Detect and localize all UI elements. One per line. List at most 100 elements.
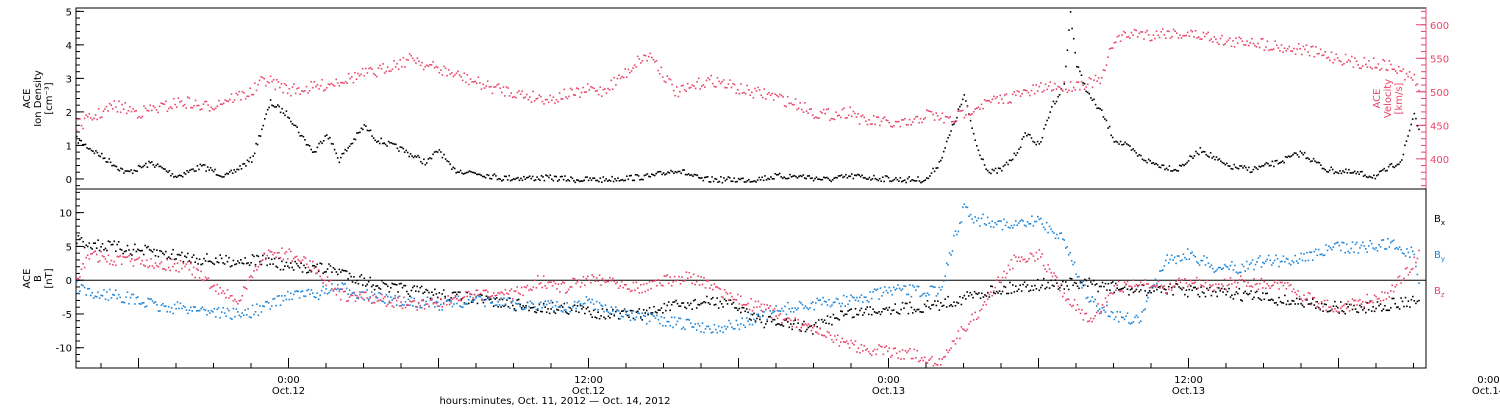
by-point xyxy=(841,302,843,305)
velocity-point xyxy=(302,90,305,93)
velocity-point xyxy=(1307,51,1309,53)
bx-point xyxy=(787,321,789,323)
velocity-point xyxy=(1404,78,1406,81)
velocity-point xyxy=(815,116,817,118)
density-point xyxy=(986,169,989,172)
by-point xyxy=(1081,287,1083,289)
bz-point xyxy=(1316,305,1318,308)
bz-point xyxy=(744,304,746,306)
by-point xyxy=(915,289,917,291)
velocity-point xyxy=(705,79,708,82)
velocity-point xyxy=(586,83,589,85)
bz-point xyxy=(604,281,607,284)
bz-point xyxy=(1156,284,1158,287)
bz-point xyxy=(1315,300,1317,303)
by-point xyxy=(338,288,341,291)
by-point xyxy=(551,306,554,309)
bz-point xyxy=(935,363,938,366)
density-point xyxy=(1096,107,1098,110)
velocity-point xyxy=(633,64,636,66)
density-point xyxy=(230,169,232,172)
velocity-point xyxy=(918,121,920,124)
velocity-point xyxy=(311,86,314,89)
bx-point xyxy=(1148,290,1151,292)
by-point xyxy=(904,285,907,288)
velocity-point xyxy=(724,86,726,89)
by-point xyxy=(481,298,483,300)
bx-point xyxy=(875,311,877,314)
velocity-point xyxy=(152,105,155,107)
velocity-point xyxy=(230,93,233,95)
bx-point xyxy=(494,298,496,300)
density-point xyxy=(1293,152,1296,154)
density-point xyxy=(362,128,364,131)
velocity-point xyxy=(761,96,764,99)
velocity-point xyxy=(160,102,162,104)
by-point xyxy=(328,291,330,294)
density-point xyxy=(1221,161,1224,164)
by-point xyxy=(1138,321,1141,324)
velocity-point xyxy=(616,77,619,80)
density-point xyxy=(268,106,270,109)
bx-point xyxy=(1388,309,1391,312)
velocity-point xyxy=(691,84,694,86)
density-point xyxy=(392,142,394,145)
density-point xyxy=(227,173,230,175)
velocity-point xyxy=(985,100,987,102)
velocity-point xyxy=(702,84,705,86)
density-point xyxy=(926,177,928,179)
density-point xyxy=(684,173,687,176)
bx-point xyxy=(726,303,729,305)
velocity-point xyxy=(430,64,433,66)
bz-point xyxy=(1244,280,1246,282)
velocity-point xyxy=(591,86,594,89)
bz-point xyxy=(134,259,136,261)
by-point xyxy=(1012,227,1014,229)
bx-point xyxy=(375,285,377,287)
by-point xyxy=(306,289,308,292)
velocity-point xyxy=(319,85,322,87)
velocity-point xyxy=(651,56,653,59)
bx-point xyxy=(85,244,87,246)
density-point xyxy=(89,147,91,150)
density-point xyxy=(1296,154,1299,156)
bx-point xyxy=(1212,290,1214,293)
bz-point xyxy=(742,303,745,306)
bz-point xyxy=(257,266,260,268)
by-point xyxy=(1310,251,1313,254)
density-point xyxy=(436,151,439,153)
bz-point xyxy=(113,260,116,263)
bz-point xyxy=(519,293,521,296)
density-point xyxy=(726,178,728,181)
bx-point xyxy=(928,306,930,308)
bz-point xyxy=(572,277,574,280)
bz-point xyxy=(348,296,351,298)
velocity-point xyxy=(263,77,266,80)
by-point xyxy=(859,296,861,299)
bx-point xyxy=(1179,287,1182,290)
velocity-point xyxy=(711,82,714,85)
bz-point xyxy=(319,275,321,278)
bx-point xyxy=(369,276,371,279)
bz-point xyxy=(600,284,602,286)
bx-point xyxy=(781,323,783,326)
velocity-point xyxy=(958,110,961,112)
by-point xyxy=(923,292,926,295)
bx-point xyxy=(256,254,258,257)
velocity-point xyxy=(1208,39,1211,42)
density-point xyxy=(424,163,427,166)
by-point xyxy=(238,314,241,317)
velocity-point xyxy=(646,59,648,62)
bx-point xyxy=(862,314,864,316)
density-point xyxy=(1303,151,1306,154)
bx-point xyxy=(869,306,871,308)
density-point xyxy=(512,178,515,180)
by-point xyxy=(1210,264,1213,266)
velocity-point xyxy=(554,102,556,104)
density-point xyxy=(242,163,244,165)
by-point xyxy=(77,292,80,294)
by-point xyxy=(262,305,264,307)
velocity-point xyxy=(1346,61,1348,63)
by-point xyxy=(1354,243,1357,246)
velocity-point xyxy=(455,72,458,74)
